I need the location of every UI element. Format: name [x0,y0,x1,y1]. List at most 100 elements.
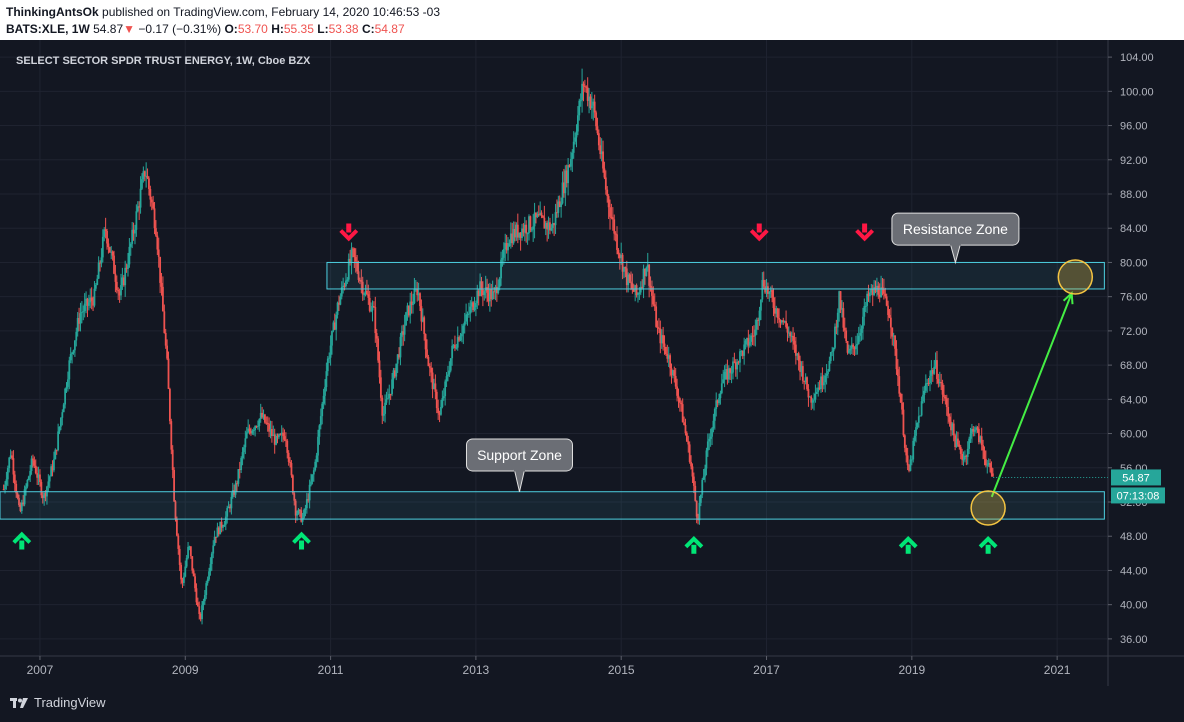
candle-body [377,338,379,361]
candle-body [420,306,423,322]
up-arrow-icon [684,535,704,554]
candle-body [353,248,356,258]
candle-body [767,286,769,294]
candle-body [79,313,82,324]
candle-body [725,369,727,372]
candle-body [338,302,340,305]
candle-body [783,321,786,323]
candle-body [929,375,931,383]
candle-body [370,310,373,312]
projection-line[interactable] [990,292,1073,498]
author-name[interactable]: ThinkingAntsOk [6,5,99,19]
candle-body [205,583,208,596]
candle-body [80,312,83,314]
candle-body [307,499,310,501]
candle-body [354,257,357,262]
candle-body [279,434,282,436]
candle-body [521,228,523,238]
candle-body [459,336,462,341]
candle-body [529,216,532,230]
candle-body [905,447,908,456]
candle-body [206,579,209,584]
candle-body [164,332,167,346]
candle-body [26,480,29,487]
price-tick-label: 104.00 [1120,52,1154,64]
candle-body [869,292,871,297]
candle-body [413,289,416,304]
candle-body [930,370,933,376]
candle-body [885,296,888,306]
candle-body [43,493,46,498]
candle-body [350,248,353,263]
candle-body [663,343,666,347]
last-price: 54.87 [93,22,124,36]
candle-body [33,460,36,466]
candle-body [516,224,519,238]
candle-body [586,87,589,101]
candle-body [29,470,32,477]
candle-body [264,414,266,423]
candle-body [867,293,870,297]
candle-body [258,418,261,427]
candle-body [93,288,96,306]
candle-body [272,434,275,437]
candle-body [251,430,254,434]
candle-body [509,233,512,244]
candle-body [850,344,853,349]
candle-body [498,278,501,288]
candle-body [720,383,723,394]
candle-body [495,286,498,294]
candle-body [579,100,582,102]
candle-body [937,378,940,384]
candles [2,68,994,625]
time-axis[interactable]: 2007 2009 2011 2013 2015 2017 2019 2021 [27,656,1071,677]
candle-body [491,291,494,300]
price-chart[interactable]: Resistance Zone Support Zone 104.00 100.00… [0,40,1184,686]
candle-body [6,468,9,480]
target-circle[interactable] [1057,259,1094,295]
resistance-zone-rect[interactable] [326,261,1105,290]
candle-body [595,112,597,127]
candle-body [452,344,455,346]
candle-body [250,430,252,434]
candle-body [128,246,131,265]
candle-body [779,319,782,323]
candle-body [964,455,966,460]
candle-body [933,366,936,374]
support-zone-callout[interactable]: Support Zone [465,438,573,492]
candle-body [148,178,150,190]
support-zone-rect[interactable] [0,491,1105,520]
candle-body [986,464,989,466]
resistance-zone-callout[interactable]: Resistance Zone [891,212,1020,265]
candle-body [667,355,670,359]
candle-body [347,258,350,280]
candle-body [468,313,470,315]
target-circle[interactable] [970,490,1006,526]
tradingview-logo[interactable]: TradingView [10,695,106,710]
candle-body [321,403,324,417]
candle-body [565,170,568,184]
candle-body [371,306,374,311]
candle-body [627,274,630,286]
time-tick-label: 2021 [1044,663,1071,677]
candle-body [899,393,902,403]
candle-body [361,281,364,295]
low-label: L: [317,22,329,36]
candle-body [18,498,20,506]
price-tick-label: 80.00 [1120,257,1148,269]
down-arrow-icon [855,223,875,242]
candle-body [547,222,550,230]
candle-body [92,300,94,306]
candle-body [83,303,86,312]
candle-body [701,479,704,495]
candle-body [874,287,877,293]
candle-body [40,482,43,496]
candle-body [827,371,829,374]
candle-body [36,473,39,478]
candle-body [831,351,834,353]
candle-body [156,235,159,250]
candle-body [945,398,948,407]
price-tick-label: 92.00 [1120,155,1148,167]
candle-body [549,222,551,231]
candle-body [684,424,687,434]
